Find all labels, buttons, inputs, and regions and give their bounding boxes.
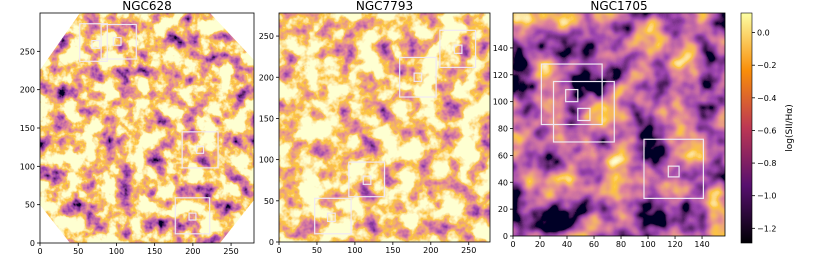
x-tick-label: 50 xyxy=(312,246,322,255)
y-tick-label: 0 xyxy=(503,232,508,241)
x-tick-label: 0 xyxy=(510,240,515,249)
x-tick-label: 100 xyxy=(347,246,362,255)
region-box xyxy=(540,63,603,126)
map-image xyxy=(279,13,490,242)
y-tick-label: 50 xyxy=(264,197,274,206)
region-box xyxy=(348,161,386,198)
chart-title: NGC7793 xyxy=(356,0,413,13)
y-tick-label: 60 xyxy=(498,151,508,160)
region-box xyxy=(314,197,352,235)
region-box xyxy=(181,131,219,169)
x-tick-label: 250 xyxy=(223,247,238,256)
region-box xyxy=(362,175,372,185)
region-box xyxy=(643,138,704,199)
colorbar-tick-label: −1.2 xyxy=(757,224,776,233)
region-box xyxy=(577,107,591,122)
axes-frame xyxy=(278,12,491,243)
y-tick-label: 80 xyxy=(498,125,508,134)
colorbar-tick-label: −0.8 xyxy=(757,159,776,168)
colorbar xyxy=(740,12,753,244)
x-tick-label: 100 xyxy=(109,247,124,256)
region-box xyxy=(399,56,437,98)
y-tick-label: 200 xyxy=(20,86,35,95)
x-tick-label: 0 xyxy=(37,247,42,256)
x-tick-label: 150 xyxy=(147,247,162,256)
colorbar-tick-label: −0.2 xyxy=(757,61,776,70)
y-tick-label: 100 xyxy=(493,98,508,107)
region-box xyxy=(439,29,477,68)
x-tick-label: 150 xyxy=(385,246,400,255)
x-tick-label: 40 xyxy=(562,240,572,249)
x-tick-label: 250 xyxy=(461,246,476,255)
y-tick-label: 140 xyxy=(493,44,508,53)
y-tick-label: 120 xyxy=(493,71,508,80)
region-box xyxy=(174,197,211,235)
region-box xyxy=(413,72,423,82)
map-image xyxy=(40,13,254,243)
region-box xyxy=(188,212,197,221)
region-box xyxy=(100,23,137,60)
y-tick-label: 250 xyxy=(20,47,35,56)
y-tick-label: 0 xyxy=(30,239,35,248)
colorbar-tick-label: −0.6 xyxy=(757,126,776,135)
x-tick-label: 60 xyxy=(589,240,599,249)
y-tick-label: 150 xyxy=(259,114,274,123)
axes-frame xyxy=(512,12,726,237)
x-tick-label: 200 xyxy=(185,247,200,256)
y-tick-label: 100 xyxy=(20,162,35,171)
y-tick-label: 100 xyxy=(259,156,274,165)
x-tick-label: 140 xyxy=(694,240,709,249)
region-box xyxy=(667,165,680,178)
region-box xyxy=(453,44,463,54)
x-tick-label: 20 xyxy=(535,240,545,249)
x-tick-label: 100 xyxy=(640,240,655,249)
colorbar-tick-label: −0.4 xyxy=(757,94,776,103)
region-box xyxy=(326,212,336,223)
x-tick-label: 120 xyxy=(667,240,682,249)
y-tick-label: 250 xyxy=(259,32,274,41)
region-box xyxy=(565,88,579,103)
region-box xyxy=(91,39,101,49)
y-tick-label: 0 xyxy=(269,238,274,247)
y-tick-label: 50 xyxy=(25,201,35,210)
colorbar-label: log(SII/Hα) xyxy=(785,104,795,152)
x-tick-label: 200 xyxy=(423,246,438,255)
colorbar-tick-label: 0.0 xyxy=(757,29,770,38)
region-box xyxy=(196,145,205,154)
region-box xyxy=(79,23,108,62)
x-tick-label: 0 xyxy=(276,246,281,255)
region-box xyxy=(112,36,122,46)
colorbar-tick-label: −1.0 xyxy=(757,192,776,201)
y-tick-label: 20 xyxy=(498,205,508,214)
y-tick-label: 40 xyxy=(498,178,508,187)
chart-title: NGC628 xyxy=(122,0,172,13)
y-tick-label: 150 xyxy=(20,124,35,133)
y-tick-label: 200 xyxy=(259,73,274,82)
region-box xyxy=(552,80,615,143)
x-tick-label: 80 xyxy=(616,240,626,249)
x-tick-label: 50 xyxy=(73,247,83,256)
chart-title: NGC1705 xyxy=(590,0,647,13)
